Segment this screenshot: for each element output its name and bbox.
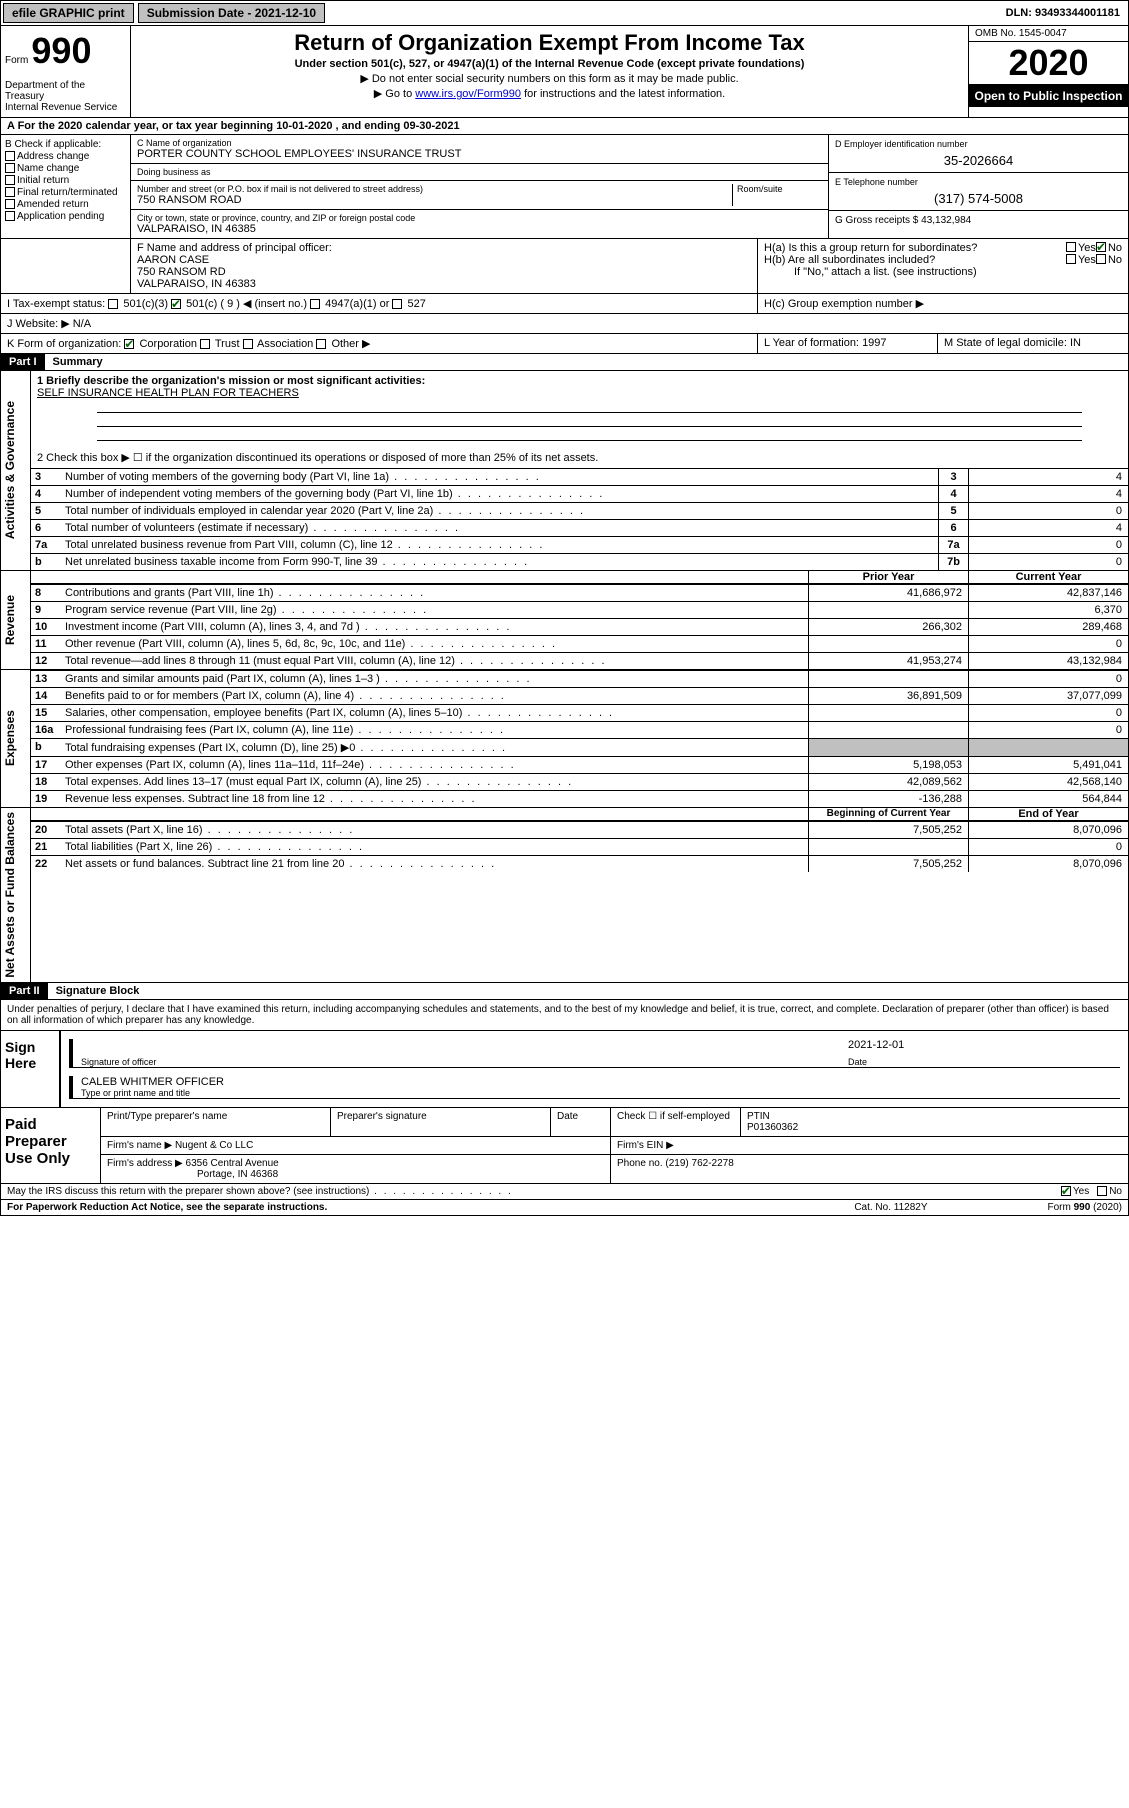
part2-header: Part IISignature Block	[0, 983, 1129, 1000]
paid-preparer-block: Paid Preparer Use Only Print/Type prepar…	[0, 1108, 1129, 1184]
submission-date-button[interactable]: Submission Date - 2021-12-10	[138, 3, 325, 23]
k-l-m-row: K Form of organization: Corporation Trus…	[0, 334, 1129, 354]
form-subtitle: Under section 501(c), 527, or 4947(a)(1)…	[135, 58, 964, 70]
form-number: 990	[31, 30, 91, 71]
col-c: C Name of organizationPORTER COUNTY SCHO…	[131, 135, 828, 238]
summary-expenses: Expenses 13Grants and similar amounts pa…	[0, 670, 1129, 808]
footer-row: For Paperwork Reduction Act Notice, see …	[0, 1200, 1129, 1216]
discuss-row: May the IRS discuss this return with the…	[0, 1184, 1129, 1200]
penalty-text: Under penalties of perjury, I declare th…	[0, 1000, 1129, 1031]
part1-header: Part ISummary	[0, 354, 1129, 371]
sign-here-block: Sign Here Signature of officer 2021-12-0…	[0, 1031, 1129, 1108]
summary-netassets: Net Assets or Fund Balances Beginning of…	[0, 808, 1129, 983]
form990-link[interactable]: www.irs.gov/Form990	[415, 88, 521, 100]
efile-print-button[interactable]: efile GRAPHIC print	[3, 3, 134, 23]
section-a: A For the 2020 calendar year, or tax yea…	[0, 118, 1129, 135]
topbar: efile GRAPHIC print Submission Date - 20…	[0, 0, 1129, 26]
i-row: I Tax-exempt status: 501(c)(3) 501(c) ( …	[0, 294, 1129, 314]
omb-number: OMB No. 1545-0047	[969, 26, 1128, 42]
summary-revenue: Revenue Prior YearCurrent Year 8Contribu…	[0, 571, 1129, 670]
open-to-public: Open to Public Inspection	[969, 85, 1128, 107]
goto-line: ▶ Go to www.irs.gov/Form990 for instruct…	[135, 87, 964, 100]
f-h-row: F Name and address of principal officer:…	[0, 239, 1129, 294]
col-b: B Check if applicable: Address change Na…	[1, 135, 131, 238]
tax-year: 2020	[969, 42, 1128, 85]
form-header: Form 990 Department of the Treasury Inte…	[0, 26, 1129, 118]
form-word: Form	[5, 55, 28, 66]
block-b-through-g: B Check if applicable: Address change Na…	[0, 135, 1129, 239]
ssn-notice: ▶ Do not enter social security numbers o…	[135, 72, 964, 85]
dept-text: Department of the Treasury Internal Reve…	[5, 80, 126, 113]
summary-governance: Activities & Governance 1 Briefly descri…	[0, 371, 1129, 571]
j-row: J Website: ▶ N/A	[0, 314, 1129, 334]
col-d-e-g: D Employer identification number35-20266…	[828, 135, 1128, 238]
form-title: Return of Organization Exempt From Incom…	[135, 30, 964, 56]
dln-text: DLN: 93493344001181	[998, 5, 1128, 21]
